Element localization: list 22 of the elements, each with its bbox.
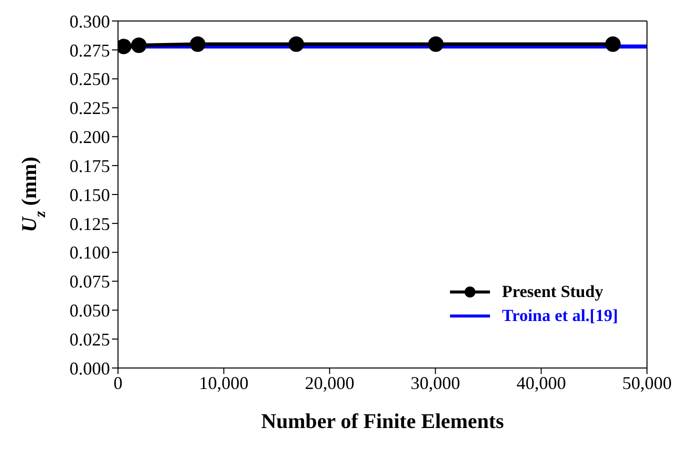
- y-tick-label: 0.175: [70, 156, 110, 176]
- y-tick-label: 0.100: [70, 242, 110, 263]
- y-tick-label: 0.300: [70, 11, 110, 32]
- y-tick-label: 0.225: [70, 98, 110, 118]
- y-tick-label: 0.250: [70, 69, 110, 90]
- x-tick-label: 10,000: [199, 372, 249, 393]
- legend-label: Present Study: [501, 281, 604, 303]
- y-tick-label: 0.025: [70, 329, 110, 350]
- y-tick-label: 0.200: [70, 127, 110, 148]
- y-tick-label: 0.000: [70, 358, 110, 378]
- y-tick-label: 0.075: [70, 272, 110, 292]
- x-tick-label: 30,000: [410, 372, 460, 393]
- y-tick-label: 0.125: [70, 214, 110, 234]
- x-tick-label: 50,000: [622, 372, 672, 393]
- x-axis-title: Number of Finite Elements: [261, 409, 504, 433]
- y-tick-label: 0.150: [70, 184, 110, 205]
- x-tick-label: 0: [114, 372, 122, 393]
- y-tick-label: 0.050: [70, 300, 110, 321]
- x-tick-label: 40,000: [516, 372, 566, 393]
- legend-label: Troina et al.[19]: [501, 305, 618, 327]
- y-tick-label: 0.275: [70, 40, 110, 60]
- x-tick-label: 20,000: [304, 372, 354, 393]
